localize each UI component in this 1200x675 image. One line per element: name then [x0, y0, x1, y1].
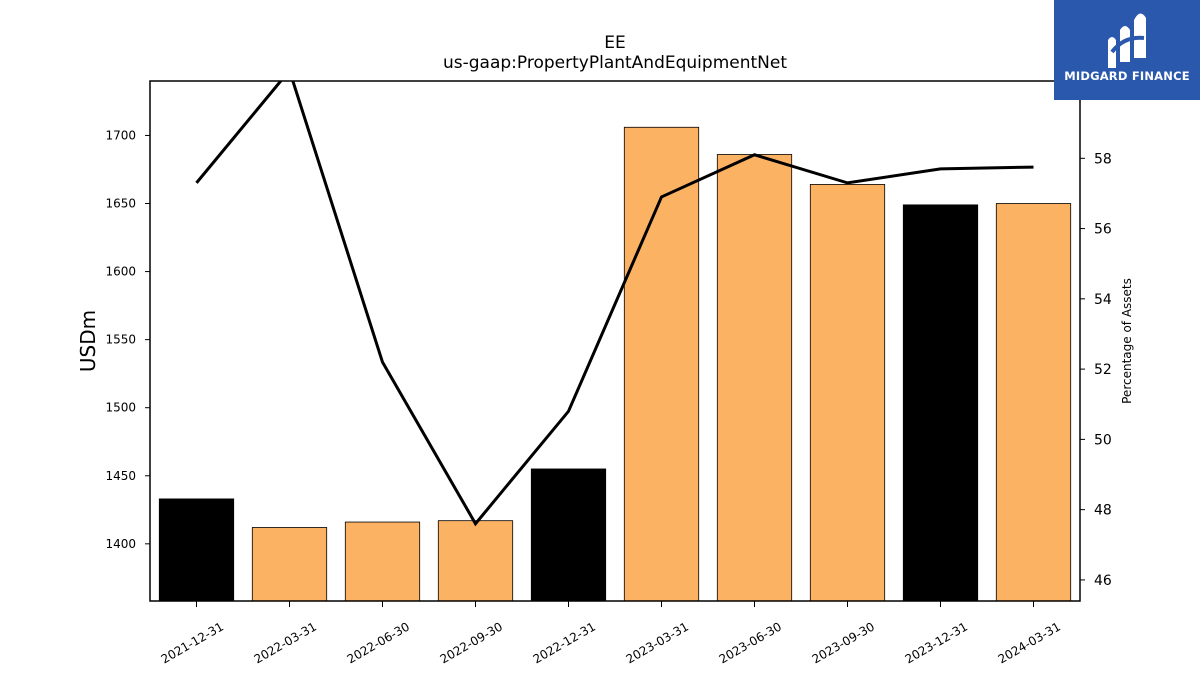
y-axis-label: USDm: [76, 310, 100, 372]
bar-2022-12-31: [530, 468, 607, 602]
bar-2023-06-30: [716, 154, 793, 602]
bar-2021-12-31: [158, 498, 235, 602]
y2-tick-label: 56: [1094, 222, 1112, 238]
y-tick-label: 1550: [105, 333, 136, 347]
x-tick-label: 2023-12-31: [903, 619, 970, 666]
chart-title: EE: [604, 33, 625, 53]
logo-text: MIDGARD FINANCE: [1064, 69, 1190, 83]
bar-2024-03-31: [995, 203, 1072, 602]
y-tick-label: 1700: [105, 128, 136, 142]
x-tick-label: 2023-09-30: [810, 619, 877, 666]
x-tick-label: 2022-03-31: [252, 619, 319, 666]
y-axis-left: 1400 1450 1500 1550 1600 1650 1700: [105, 128, 150, 551]
x-axis: 2021-12-31 2022-03-31 2022-06-30 2022-09-30…: [159, 601, 1063, 666]
bar-2022-06-30: [344, 521, 421, 602]
y-tick-label: 1500: [105, 401, 136, 415]
logo-mark-icon: [1108, 13, 1146, 68]
y-tick-label: 1400: [105, 537, 136, 551]
x-tick-label: 2022-09-30: [438, 619, 505, 666]
bar-2022-03-31: [251, 527, 328, 602]
y2-tick-label: 48: [1094, 503, 1112, 519]
y-tick-label: 1450: [105, 469, 136, 483]
x-tick-label: 2024-03-31: [996, 619, 1063, 666]
series-line: [195, 81, 1034, 527]
company-logo: MIDGARD FINANCE: [1054, 0, 1200, 100]
y2-tick-label: 58: [1094, 151, 1112, 167]
bar-group: [158, 126, 1072, 602]
x-tick-label: 2021-12-31: [159, 619, 226, 666]
y2-axis-label: Percentage of Assets: [1120, 278, 1134, 404]
x-tick-label: 2022-06-30: [345, 619, 412, 666]
x-tick-label: 2022-12-31: [531, 619, 598, 666]
y-tick-label: 1650: [105, 197, 136, 211]
y-tick-label: 1600: [105, 265, 136, 279]
bar-2023-03-31: [623, 126, 700, 602]
y-axis-right: 46 48 50 52 54 56 58: [1080, 151, 1112, 589]
y2-tick-label: 54: [1094, 292, 1112, 308]
bar-2022-09-30: [437, 520, 514, 602]
chart-subtitle: us-gaap:PropertyPlantAndEquipmentNet: [443, 53, 787, 73]
y2-tick-label: 50: [1094, 432, 1112, 448]
plot-frame: [149, 80, 1081, 602]
y2-tick-label: 52: [1094, 362, 1112, 378]
bar-2023-09-30: [809, 184, 886, 602]
x-tick-label: 2023-03-31: [624, 619, 691, 666]
line-layer: [195, 81, 1034, 527]
bar-2023-12-31: [902, 204, 979, 602]
y2-tick-label: 46: [1094, 573, 1112, 589]
x-tick-label: 2023-06-30: [717, 619, 784, 666]
